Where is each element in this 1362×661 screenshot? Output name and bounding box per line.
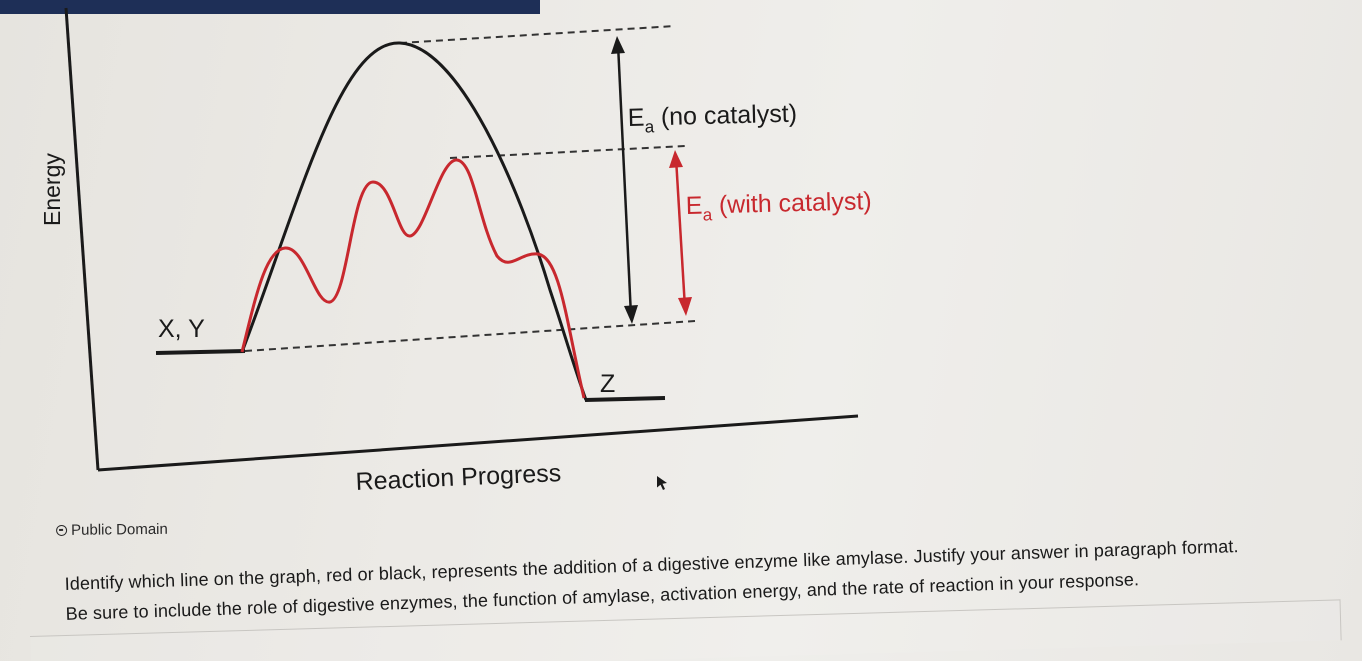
energy-diagram: Energy Reaction Progress X, Y Z Ea (no c…: [39, 7, 872, 496]
reactant-level-dashed-line: [244, 320, 696, 352]
no-catalyst-curve: [240, 41, 588, 401]
reactants-label: X, Y: [158, 315, 205, 343]
ea-with-catalyst-label: Ea (with catalyst): [685, 187, 872, 225]
peak-no-catalyst-dashed-line: [399, 25, 676, 44]
ea-with-catalyst-arrow: [669, 150, 692, 316]
reactant-level-line: [155, 349, 246, 355]
product-level-line: [584, 396, 666, 402]
product-label: Z: [600, 370, 615, 398]
peak-with-catalyst-dashed-line: [449, 145, 686, 159]
top-banner-strip: [0, 0, 540, 14]
x-axis: [97, 414, 859, 472]
with-catalyst-curve: [240, 158, 586, 399]
y-axis: [64, 7, 100, 471]
ea-no-catalyst-arrow: [611, 36, 638, 324]
mouse-pointer-icon: [657, 476, 667, 490]
y-axis-label: Energy: [39, 153, 65, 226]
ea-no-catalyst-label: Ea (no catalyst): [627, 100, 797, 137]
